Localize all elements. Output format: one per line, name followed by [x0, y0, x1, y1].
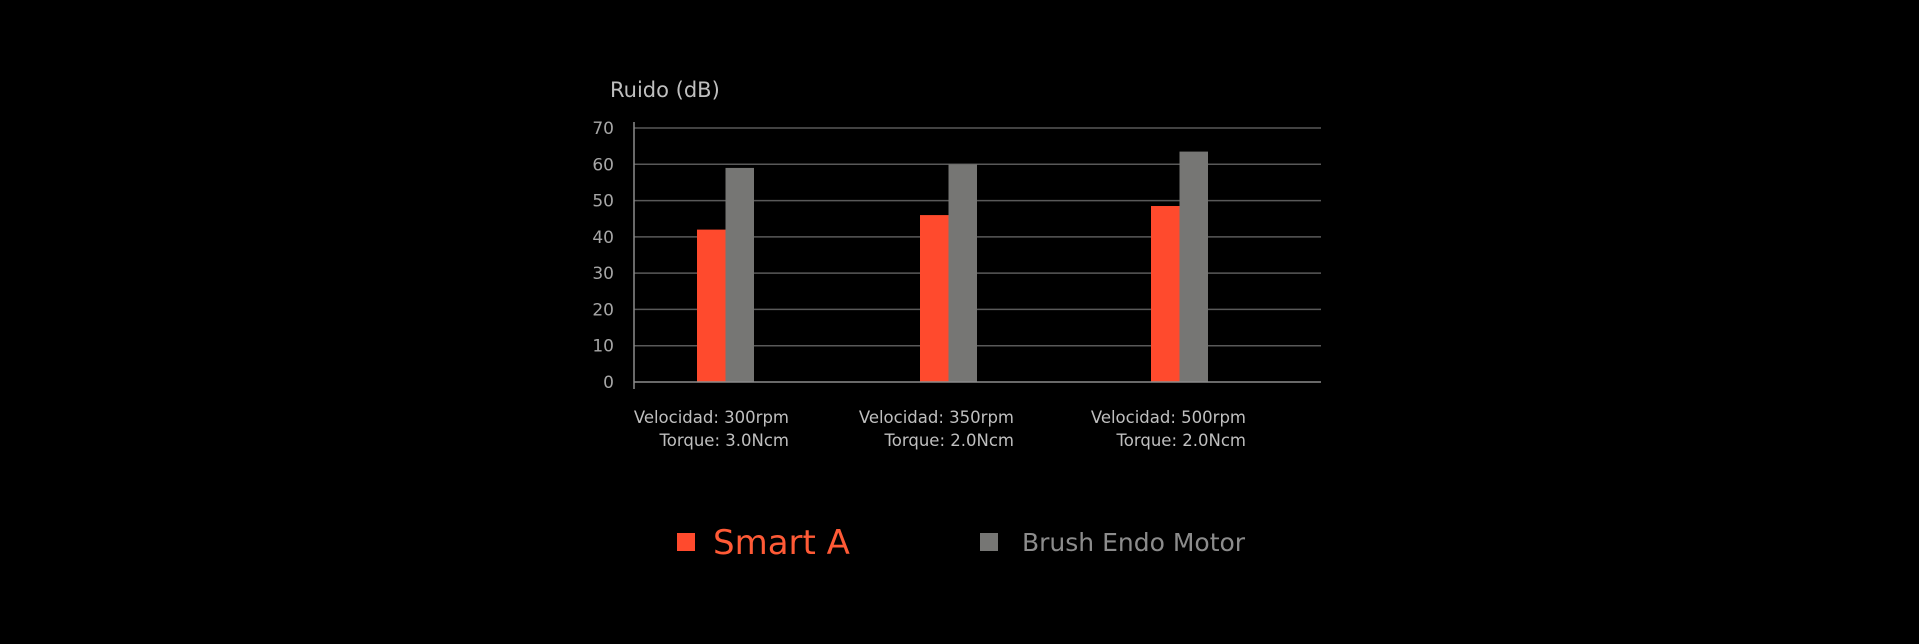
- category-label-torque: Torque: 3.0Ncm: [659, 431, 789, 450]
- y-axis-label: Ruido (dB): [610, 78, 720, 102]
- bar-smart-a: [920, 215, 949, 382]
- y-tick-label: 30: [592, 264, 614, 284]
- legend-swatch-smart-a: [677, 533, 695, 551]
- y-tick-label: 0: [603, 373, 614, 393]
- legend-label-smart-a: Smart A: [713, 523, 850, 563]
- legend: Smart A Brush Endo Motor: [677, 523, 1246, 563]
- y-tick-labels: 0 10 20 30 40 50 60 70: [592, 119, 614, 393]
- bar-brush-endo-motor: [948, 164, 977, 382]
- bar-smart-a: [1151, 206, 1180, 382]
- category-labels: Velocidad: 300rpm Torque: 3.0Ncm Velocidad…: [634, 408, 1246, 450]
- y-tick-label: 60: [592, 155, 614, 175]
- category-label-speed: Velocidad: 350rpm: [859, 408, 1014, 427]
- y-tick-label: 20: [592, 300, 614, 320]
- category-label-torque: Torque: 2.0Ncm: [1116, 431, 1246, 450]
- legend-swatch-brush-endo-motor: [980, 533, 998, 551]
- y-tick-label: 40: [592, 228, 614, 248]
- legend-label-brush-endo-motor: Brush Endo Motor: [1022, 528, 1246, 557]
- category-label-speed: Velocidad: 500rpm: [1091, 408, 1246, 427]
- bar-brush-endo-motor: [1179, 151, 1208, 382]
- bar-smart-a: [697, 229, 726, 382]
- bars: [697, 151, 1208, 382]
- category-label-speed: Velocidad: 300rpm: [634, 408, 789, 427]
- y-tick-label: 50: [592, 192, 614, 212]
- y-tick-label: 70: [592, 119, 614, 139]
- y-tick-label: 10: [592, 337, 614, 357]
- category-label-torque: Torque: 2.0Ncm: [884, 431, 1014, 450]
- axes: [633, 122, 1321, 389]
- bar-brush-endo-motor: [725, 167, 754, 382]
